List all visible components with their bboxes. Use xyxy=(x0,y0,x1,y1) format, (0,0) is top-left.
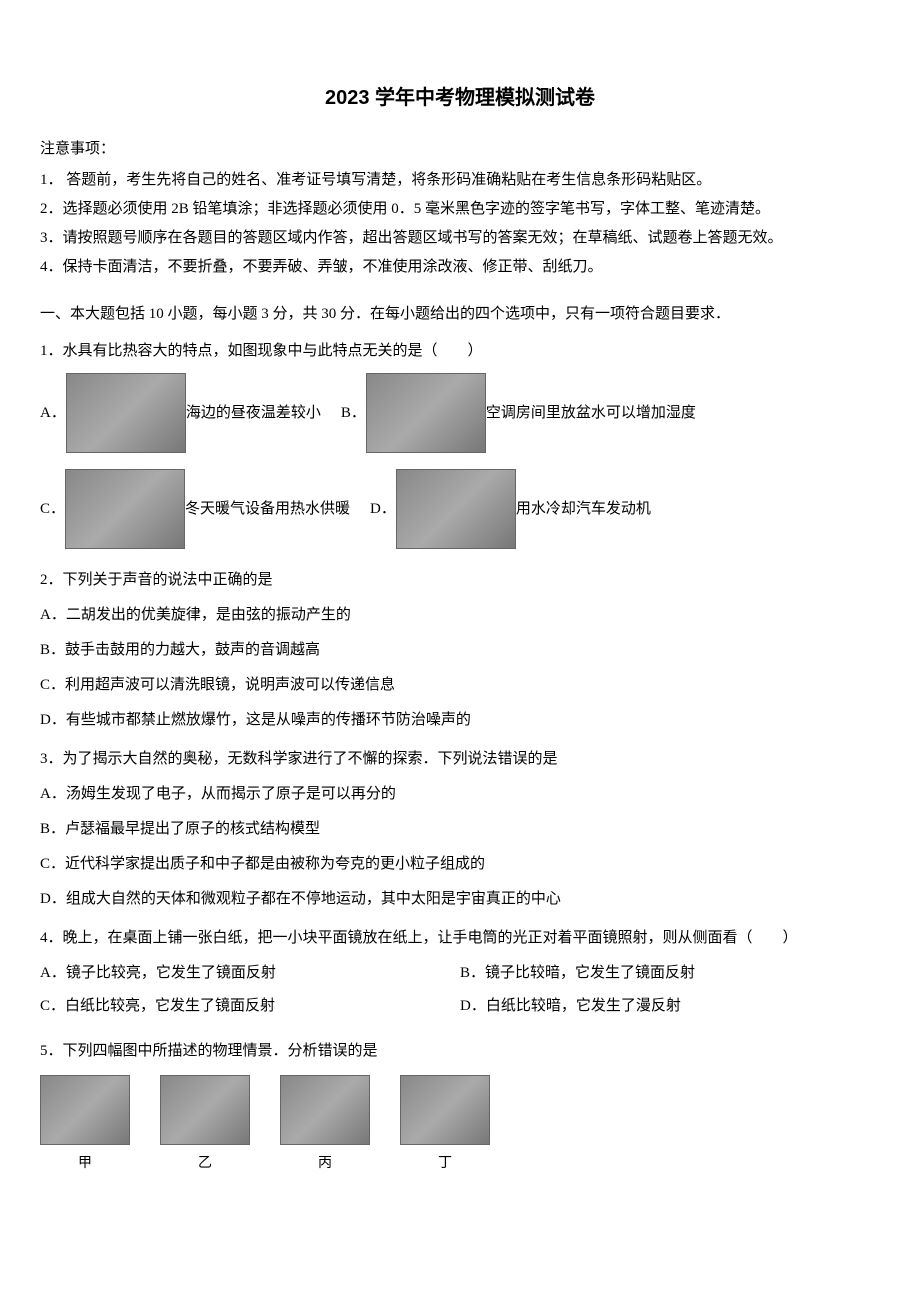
q3-option-c: C．近代科学家提出质子和中子都是由被称为夸克的更小粒子组成的 xyxy=(40,851,880,878)
notice-header: 注意事项： xyxy=(40,136,880,163)
q5-figure-c: 丙 xyxy=(280,1075,370,1176)
q1-b-prefix: B． xyxy=(341,400,366,427)
q5-figure-d: 丁 xyxy=(400,1075,490,1176)
q2-option-a: A．二胡发出的优美旋律，是由弦的振动产生的 xyxy=(40,602,880,629)
q2-option-d: D．有些城市都禁止燃放爆竹，这是从噪声的传播环节防治噪声的 xyxy=(40,707,880,734)
notice-item-1: 1． 答题前，考生先将自己的姓名、准考证号填写清楚，将条形码准确粘贴在考生信息条… xyxy=(40,167,880,194)
question-3: 3．为了揭示大自然的奥秘，无数科学家进行了不懈的探索．下列说法错误的是 A．汤姆… xyxy=(40,746,880,913)
q1-option-a: A． 海边的昼夜温差较小 xyxy=(40,373,321,453)
q1-image-c xyxy=(65,469,185,549)
q1-d-text: 用水冷却汽车发动机 xyxy=(516,496,651,523)
question-2: 2．下列关于声音的说法中正确的是 A．二胡发出的优美旋律，是由弦的振动产生的 B… xyxy=(40,567,880,734)
q4-option-b: B．镜子比较暗，它发生了镜面反射 xyxy=(460,960,880,987)
notice-item-2: 2．选择题必须使用 2B 铅笔填涂；非选择题必须使用 0．5 毫米黑色字迹的签字… xyxy=(40,196,880,223)
question-1: 1．水具有比热容大的特点，如图现象中与此特点无关的是（ ） A． 海边的昼夜温差… xyxy=(40,338,880,555)
q1-a-text: 海边的昼夜温差较小 xyxy=(186,400,321,427)
q4-option-c: C．白纸比较亮，它发生了镜面反射 xyxy=(40,993,460,1020)
q1-a-prefix: A． xyxy=(40,400,66,427)
q1-option-b: B． 空调房间里放盆水可以增加湿度 xyxy=(341,373,696,453)
q5-figure-a: 甲 xyxy=(40,1075,130,1176)
q5-image-b xyxy=(160,1075,250,1145)
q5-figure-b: 乙 xyxy=(160,1075,250,1176)
q1-d-prefix: D． xyxy=(370,496,396,523)
q3-option-d: D．组成大自然的天体和微观粒子都在不停地运动，其中太阳是宇宙真正的中心 xyxy=(40,886,880,913)
section-1-header: 一、本大题包括 10 小题，每小题 3 分，共 30 分．在每小题给出的四个选项… xyxy=(40,301,880,328)
q5-image-d xyxy=(400,1075,490,1145)
q5-label-d: 丁 xyxy=(438,1151,452,1176)
q1-option-d: D． 用水冷却汽车发动机 xyxy=(370,469,651,549)
question-1-text: 1．水具有比热容大的特点，如图现象中与此特点无关的是（ ） xyxy=(40,338,880,365)
q3-option-b: B．卢瑟福最早提出了原子的核式结构模型 xyxy=(40,816,880,843)
q2-option-c: C．利用超声波可以清洗眼镜，说明声波可以传递信息 xyxy=(40,672,880,699)
exam-title: 2023 学年中考物理模拟测试卷 xyxy=(40,80,880,116)
q1-b-text: 空调房间里放盆水可以增加湿度 xyxy=(486,400,696,427)
question-3-text: 3．为了揭示大自然的奥秘，无数科学家进行了不懈的探索．下列说法错误的是 xyxy=(40,746,880,773)
q5-label-c: 丙 xyxy=(318,1151,332,1176)
q1-image-d xyxy=(396,469,516,549)
q4-option-d: D．白纸比较暗，它发生了漫反射 xyxy=(460,993,880,1020)
q4-option-a: A．镜子比较亮，它发生了镜面反射 xyxy=(40,960,460,987)
question-5-text: 5．下列四幅图中所描述的物理情景．分析错误的是 xyxy=(40,1038,880,1065)
q5-label-b: 乙 xyxy=(198,1151,212,1176)
q1-image-b xyxy=(366,373,486,453)
q5-label-a: 甲 xyxy=(78,1151,92,1176)
q1-c-prefix: C． xyxy=(40,496,65,523)
question-4-text: 4．晚上，在桌面上铺一张白纸，把一小块平面镜放在纸上，让手电筒的光正对着平面镜照… xyxy=(40,925,880,952)
q5-image-a xyxy=(40,1075,130,1145)
question-2-text: 2．下列关于声音的说法中正确的是 xyxy=(40,567,880,594)
q5-image-c xyxy=(280,1075,370,1145)
q3-option-a: A．汤姆生发现了电子，从而揭示了原子是可以再分的 xyxy=(40,781,880,808)
notice-block: 注意事项： 1． 答题前，考生先将自己的姓名、准考证号填写清楚，将条形码准确粘贴… xyxy=(40,136,880,281)
q1-option-c: C． 冬天暖气设备用热水供暖 xyxy=(40,469,350,549)
q1-image-a xyxy=(66,373,186,453)
question-5: 5．下列四幅图中所描述的物理情景．分析错误的是 甲 乙 丙 丁 xyxy=(40,1038,880,1176)
question-4: 4．晚上，在桌面上铺一张白纸，把一小块平面镜放在纸上，让手电筒的光正对着平面镜照… xyxy=(40,925,880,1026)
notice-item-4: 4．保持卡面清洁，不要折叠，不要弄破、弄皱，不准使用涂改液、修正带、刮纸刀。 xyxy=(40,254,880,281)
q1-c-text: 冬天暖气设备用热水供暖 xyxy=(185,496,350,523)
q2-option-b: B．鼓手击鼓用的力越大，鼓声的音调越高 xyxy=(40,637,880,664)
notice-item-3: 3．请按照题号顺序在各题目的答题区域内作答，超出答题区域书写的答案无效；在草稿纸… xyxy=(40,225,880,252)
